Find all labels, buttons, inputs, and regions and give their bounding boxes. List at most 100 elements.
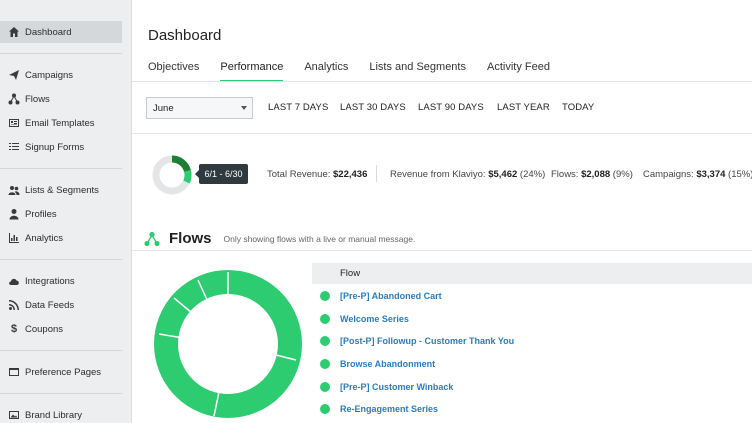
main-content: Dashboard Objectives Performance Analyti… (132, 0, 752, 423)
flow-row[interactable]: [Pre-P] Abandoned Cart (320, 289, 442, 303)
range-last-30-days-button[interactable]: LAST 30 DAYS (340, 102, 406, 113)
status-dot (320, 314, 330, 324)
home-icon (8, 26, 20, 38)
flow-link[interactable]: [Pre-P] Customer Winback (340, 382, 454, 392)
flows-revenue-value: $2,088 (581, 169, 611, 180)
flow-link[interactable]: [Pre-P] Abandoned Cart (340, 291, 442, 301)
tab-performance[interactable]: Performance (220, 58, 284, 82)
tab-objectives[interactable]: Objectives (148, 61, 200, 73)
range-last-year-button[interactable]: LAST YEAR (497, 102, 550, 113)
total-revenue-value: $22,436 (333, 169, 368, 180)
sidebar-item-integrations[interactable]: Integrations (0, 270, 122, 292)
campaigns-revenue-stat: Campaigns: $3,374 (15%) (643, 169, 752, 180)
bar-chart-icon (8, 232, 20, 244)
sidebar-item-label: Integrations (25, 275, 75, 287)
campaigns-revenue-value: $3,374 (696, 169, 726, 180)
sidebar-item-brand-library[interactable]: Brand Library (0, 404, 122, 423)
klaviyo-revenue-value: $5,462 (488, 169, 518, 180)
status-dot (320, 336, 330, 346)
sidebar-item-label: Signup Forms (25, 141, 85, 153)
flows-icon (8, 93, 20, 105)
sidebar-item-email-templates[interactable]: Email Templates (0, 112, 122, 134)
sidebar-divider (0, 259, 122, 260)
status-dot (320, 359, 330, 369)
sidebar-item-label: Preference Pages (25, 366, 102, 378)
email-template-icon (8, 117, 20, 129)
klaviyo-revenue-label: Revenue from Klaviyo: (390, 169, 486, 180)
sidebar-divider (0, 350, 122, 351)
flows-revenue-donut (154, 270, 302, 418)
flow-row[interactable]: Browse Abandonment (320, 357, 435, 371)
flow-row[interactable]: Welcome Series (320, 312, 409, 326)
signup-form-icon (8, 141, 20, 153)
flow-row[interactable]: Re-Engagement Series (320, 402, 438, 416)
sidebar: Dashboard Campaigns Flows Email Template… (0, 0, 132, 423)
sidebar-item-profiles[interactable]: Profiles (0, 203, 122, 225)
tab-analytics[interactable]: Analytics (304, 61, 349, 73)
flows-revenue-pct: (9%) (612, 169, 633, 180)
flow-link[interactable]: [Post-P] Followup - Customer Thank You (340, 336, 515, 346)
sidebar-item-coupons[interactable]: $ Coupons (0, 318, 122, 340)
sidebar-divider (0, 393, 122, 394)
flows-icon (144, 231, 160, 246)
tab-activity-feed[interactable]: Activity Feed (487, 61, 550, 73)
sidebar-item-dashboard[interactable]: Dashboard (0, 21, 122, 43)
sidebar-item-label: Campaigns (25, 69, 74, 81)
divider (132, 81, 752, 82)
dollar-icon: $ (10, 323, 18, 335)
rss-icon (8, 299, 20, 311)
stat-divider (376, 165, 377, 182)
sidebar-item-label: Data Feeds (25, 299, 75, 311)
window-icon (8, 366, 20, 378)
tab-lists-and-segments[interactable]: Lists and Segments (369, 61, 466, 73)
klaviyo-revenue-stat: Revenue from Klaviyo: $5,462 (24%) (390, 169, 545, 180)
sidebar-item-preference-pages[interactable]: Preference Pages (0, 361, 122, 383)
sidebar-item-lists-segments[interactable]: Lists & Segments (0, 179, 122, 201)
sidebar-item-data-feeds[interactable]: Data Feeds (0, 294, 122, 316)
sidebar-item-label: Brand Library (25, 409, 83, 421)
sidebar-item-analytics[interactable]: Analytics (0, 227, 122, 249)
sidebar-divider (0, 168, 122, 169)
page-title: Dashboard (148, 27, 222, 44)
flow-column-header[interactable]: Flow (312, 263, 752, 284)
total-revenue-label: Total Revenue: (267, 169, 331, 180)
sidebar-item-signup-forms[interactable]: Signup Forms (0, 136, 122, 158)
flows-section-header: Flows Only showing flows with a live or … (144, 230, 415, 247)
month-select[interactable]: June (146, 97, 253, 119)
sidebar-item-label: Flows (25, 93, 50, 105)
image-icon (8, 409, 20, 421)
sidebar-item-flows[interactable]: Flows (0, 88, 122, 110)
campaigns-revenue-pct: (15%) (728, 169, 752, 180)
flow-link[interactable]: Re-Engagement Series (340, 404, 439, 414)
divider (132, 133, 752, 134)
flow-link[interactable]: Browse Abandonment (340, 359, 436, 369)
sidebar-item-label: Analytics (25, 232, 64, 244)
range-last-90-days-button[interactable]: LAST 90 DAYS (418, 102, 484, 113)
donut-segment-campaigns (183, 170, 192, 184)
flows-section-title: Flows (169, 230, 212, 247)
sidebar-item-label: Lists & Segments (25, 184, 99, 196)
status-dot (320, 404, 330, 414)
flow-link[interactable]: Welcome Series (340, 314, 409, 324)
profile-icon (8, 208, 20, 220)
range-today-button[interactable]: TODAY (562, 102, 595, 113)
sidebar-item-label: Dashboard (25, 26, 72, 38)
donut-segment-dividers (158, 272, 297, 417)
paper-plane-icon (8, 69, 20, 81)
donut-segment-flows (171, 155, 191, 173)
range-last-7-days-button[interactable]: LAST 7 DAYS (268, 102, 329, 113)
status-dot (320, 291, 330, 301)
sidebar-divider (0, 53, 122, 54)
flows-revenue-stat: Flows: $2,088 (9%) (551, 169, 633, 180)
cloud-icon (8, 275, 20, 287)
caret-down-icon (241, 106, 247, 110)
flows-section-note: Only showing flows with a live or manual… (223, 233, 416, 244)
period-tooltip: 6/1 - 6/30 (195, 164, 248, 184)
sidebar-item-campaigns[interactable]: Campaigns (0, 64, 122, 86)
klaviyo-revenue-pct: (24%) (519, 169, 546, 180)
sidebar-item-label: Email Templates (25, 117, 95, 129)
flow-row[interactable]: [Post-P] Followup - Customer Thank You (320, 334, 514, 348)
flow-row[interactable]: [Pre-P] Customer Winback (320, 380, 453, 394)
tab-bar: Objectives Performance Analytics Lists a… (148, 58, 571, 82)
divider (132, 250, 752, 251)
